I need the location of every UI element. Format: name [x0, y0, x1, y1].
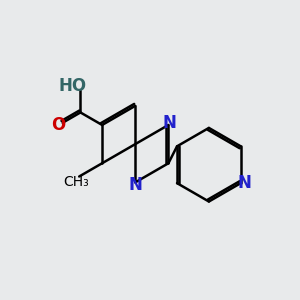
- Text: N: N: [237, 174, 251, 192]
- Text: HO: HO: [58, 77, 86, 95]
- Text: CH₃: CH₃: [63, 176, 89, 189]
- Text: N: N: [163, 114, 177, 132]
- Text: N: N: [128, 176, 142, 194]
- Text: O: O: [51, 116, 65, 134]
